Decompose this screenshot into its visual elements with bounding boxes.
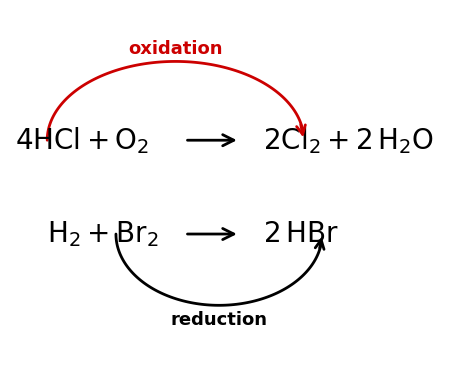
Text: $2\mathrm{Cl}_2 + 2\,\mathrm{H}_2\mathrm{O}$: $2\mathrm{Cl}_2 + 2\,\mathrm{H}_2\mathrm… (263, 125, 434, 156)
Text: reduction: reduction (171, 311, 267, 329)
Text: $2\,\mathrm{HBr}$: $2\,\mathrm{HBr}$ (263, 220, 338, 248)
Text: $\mathrm{H}_2 + \mathrm{Br}_2$: $\mathrm{H}_2 + \mathrm{Br}_2$ (47, 219, 159, 249)
Text: $4\mathrm{HCl} + \mathrm{O}_2$: $4\mathrm{HCl} + \mathrm{O}_2$ (15, 125, 149, 156)
Text: oxidation: oxidation (128, 40, 223, 58)
